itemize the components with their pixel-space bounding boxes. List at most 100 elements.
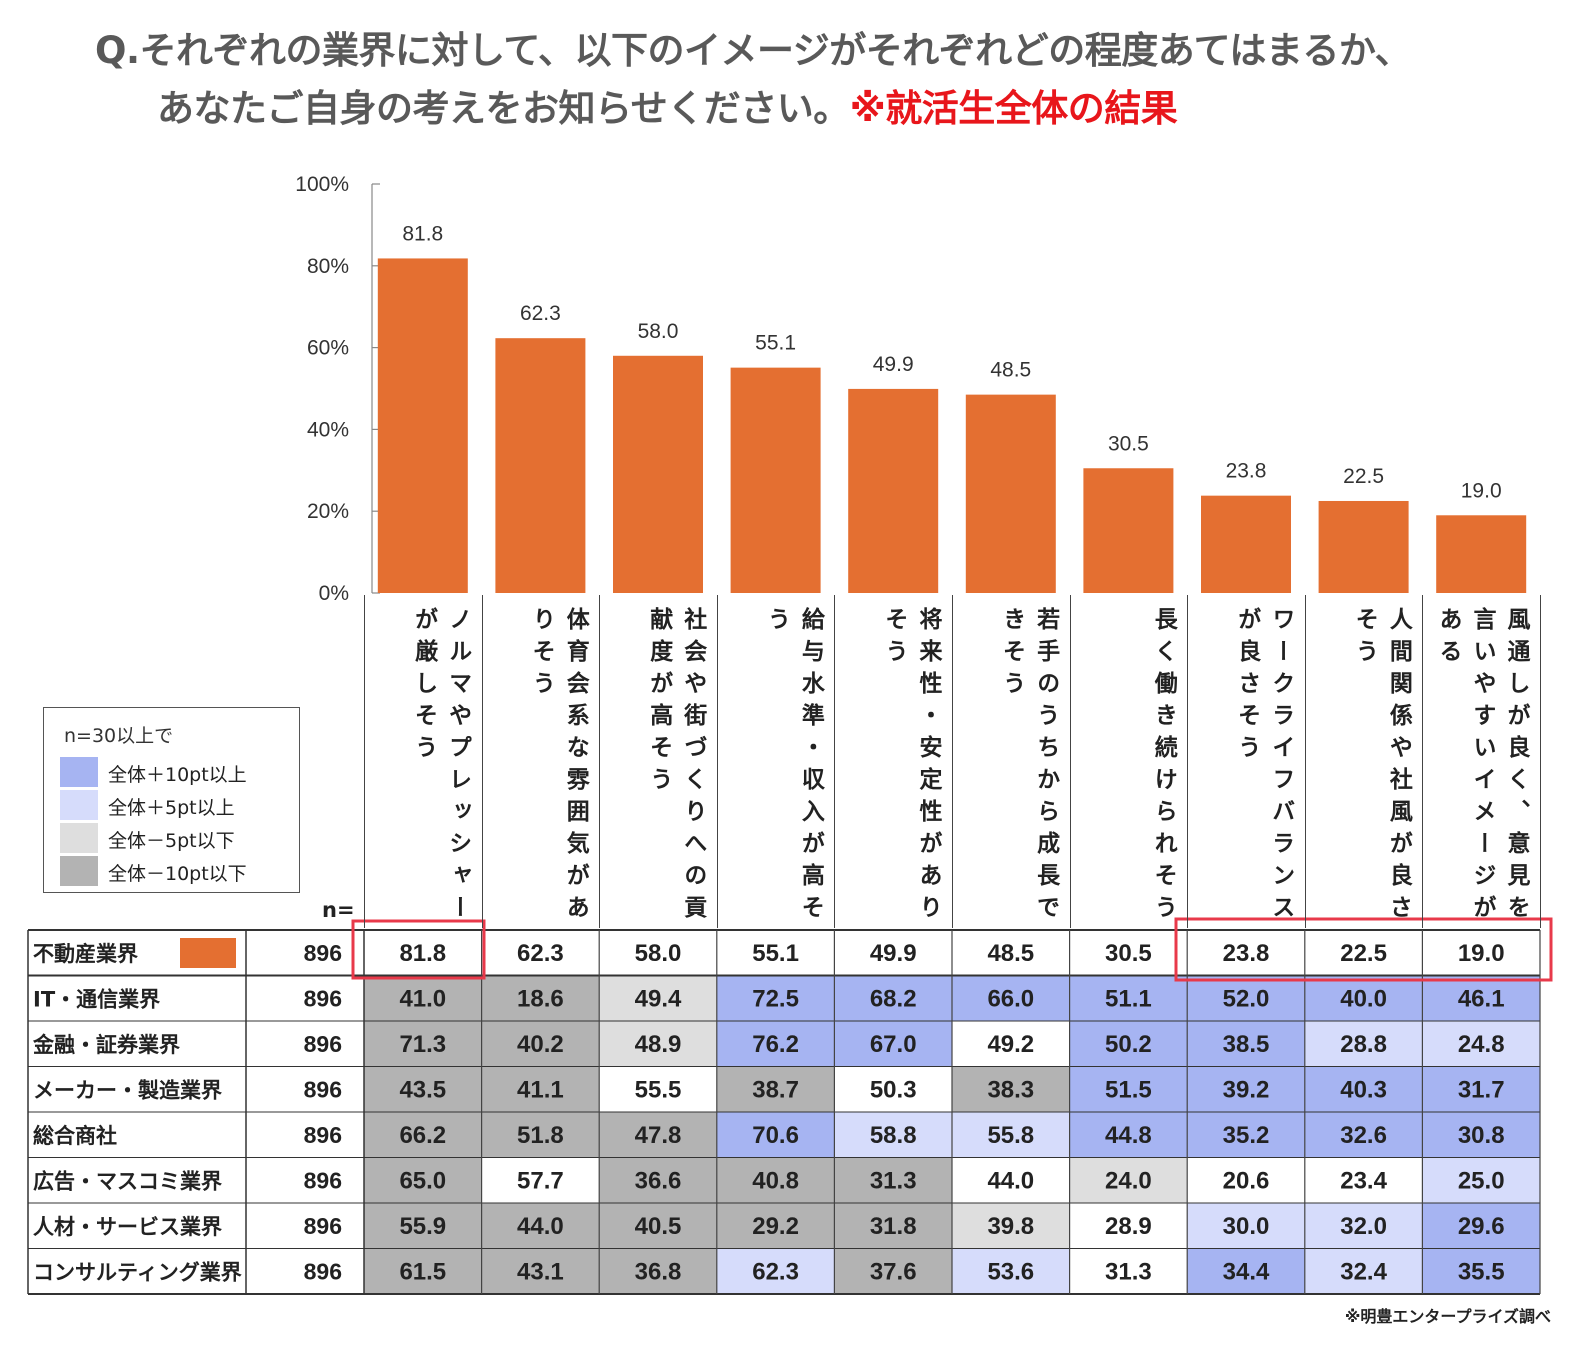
table-cell-bg [716, 1248, 835, 1294]
table-cell-value: 61.5 [399, 1259, 446, 1286]
category-label: 将来性・安定性がありそう [880, 607, 941, 927]
title-line2: あなたご自身の考えをお知らせください。※就活生全体の結果 [95, 80, 1565, 138]
table-cell-value: 28.8 [1340, 1031, 1387, 1058]
table-cell-value: 29.6 [1458, 1213, 1505, 1240]
table-cell-bg [599, 930, 717, 976]
table-cell-bg [1304, 1157, 1423, 1203]
table-cell-bg [599, 1021, 717, 1067]
table-cell-value: 76.2 [752, 1031, 799, 1058]
table-cell-bg [1422, 1248, 1540, 1294]
table-cell-value: 19.0 [1458, 940, 1505, 967]
table-cell-bg [1069, 1066, 1188, 1112]
category-label: 長く働き続けられそう [1150, 607, 1177, 927]
bar-value-label: 49.9 [873, 353, 914, 376]
row-n-value: 896 [304, 1259, 342, 1285]
bar [1436, 515, 1527, 593]
table-cell-value: 51.5 [1105, 1077, 1152, 1104]
table-cell-value: 32.6 [1340, 1122, 1387, 1149]
table-cell-bg [834, 930, 952, 976]
row-industry-name: 金融・証券業界 [32, 1033, 180, 1057]
table-cell-value: 66.0 [987, 986, 1034, 1013]
table-cell-value: 24.8 [1458, 1031, 1505, 1058]
table-cell-bg [952, 1248, 1070, 1294]
title-line2-highlight: ※就活生全体の結果 [849, 87, 1178, 130]
table-cell-bg [599, 1248, 717, 1294]
table-cell-value: 31.3 [1105, 1259, 1152, 1286]
table-cell-bg [1187, 1248, 1305, 1294]
highlight-box-first [351, 919, 486, 980]
category-label: 風通しが良く、意見を言いやすいイメージがある [1434, 607, 1529, 927]
category-label: 給与水準・収入が高そう [763, 607, 824, 927]
table-cell-bg [716, 1157, 835, 1203]
table-cell-bg [1069, 1021, 1188, 1067]
table-cell-bg [1069, 1157, 1188, 1203]
y-tick-label: 40% [307, 418, 349, 441]
table-cell-value: 20.6 [1223, 1168, 1270, 1195]
table-cell-bg [834, 1248, 952, 1294]
table-cell-value: 24.0 [1105, 1168, 1152, 1195]
table-cell-bg [1187, 1066, 1305, 1112]
table-cell-bg [481, 1203, 600, 1249]
category-header: 長く働き続けられそう [1069, 595, 1189, 928]
table-cell-bg [1187, 1112, 1305, 1158]
table-cell-bg [481, 975, 600, 1021]
category-label: 若手のうちから成長できそう [998, 607, 1059, 927]
row-n-value: 896 [304, 1077, 342, 1103]
table-cell-bg [1069, 975, 1188, 1021]
y-tick-label: 80% [307, 255, 349, 278]
bar [495, 338, 586, 593]
table-cell-value: 40.5 [635, 1213, 682, 1240]
table-cell-bg [1069, 930, 1188, 976]
bar [613, 355, 703, 593]
bar-value-label: 62.3 [520, 302, 561, 325]
table-cell-value: 30.5 [1105, 940, 1152, 967]
table-cell-bg [364, 1066, 482, 1112]
highlight-box-last-three [1174, 917, 1553, 982]
bar [1318, 500, 1409, 593]
table-cell-value: 40.8 [752, 1168, 799, 1195]
table-cell-bg [1069, 1203, 1188, 1249]
table-cell-bg [834, 1157, 952, 1203]
table-cell-value: 55.1 [752, 940, 799, 967]
table-cell-value: 36.6 [635, 1168, 682, 1195]
table-cell-value: 40.3 [1340, 1077, 1387, 1104]
table-cell-value: 31.7 [1458, 1077, 1505, 1104]
table-cell-value: 32.4 [1340, 1259, 1387, 1286]
table-cell-bg [834, 1066, 952, 1112]
table-cell-value: 44.0 [987, 1168, 1034, 1195]
table-cell-bg [834, 1112, 952, 1158]
category-header: ノルマやプレッシャーが厳しそう [364, 595, 483, 928]
row-industry-name: 総合商社 [33, 1124, 117, 1148]
title-line1: Q.それぞれの業界に対して、以下のイメージがそれぞれどの程度あてはまるか、 [95, 29, 1412, 72]
table-cell-value: 36.8 [635, 1259, 682, 1286]
table-cell-value: 44.0 [517, 1213, 564, 1240]
table-cell-value: 65.0 [399, 1168, 446, 1195]
table-cell-value: 37.6 [870, 1259, 917, 1286]
table-cell-bg [481, 1066, 600, 1112]
table-cell-value: 38.5 [1223, 1031, 1270, 1058]
table-cell-value: 62.3 [752, 1259, 799, 1286]
table-cell-value: 28.9 [1105, 1213, 1152, 1240]
category-header: 風通しが良く、意見を言いやすいイメージがある [1422, 595, 1541, 928]
table-cell-bg [1304, 930, 1423, 976]
table-cell-value: 23.8 [1223, 940, 1270, 967]
table-cell-bg [716, 1066, 835, 1112]
table-cell-bg [481, 1021, 600, 1067]
table-cell-value: 38.7 [752, 1077, 799, 1104]
bar [848, 388, 939, 593]
table-cell-value: 25.0 [1458, 1168, 1505, 1195]
legend-swatch-minus5 [60, 823, 98, 853]
legend-item-minus5: 全体－5pt以下 [60, 823, 300, 853]
table-cell-bg [1304, 1203, 1423, 1249]
table-cell-bg [1422, 1112, 1540, 1158]
table-cell-value: 52.0 [1223, 986, 1270, 1013]
table-cell-value: 49.9 [870, 940, 917, 967]
table-cell-bg [1069, 1112, 1188, 1158]
table-cell-bg [599, 1112, 717, 1158]
y-tick-label: 100% [295, 173, 349, 196]
table-cell-bg [1304, 975, 1423, 1021]
table-cell-value: 39.8 [987, 1213, 1034, 1240]
legend-item-minus10: 全体－10pt以下 [60, 856, 300, 886]
title-line2-plain: あなたご自身の考えをお知らせください。 [157, 87, 850, 130]
